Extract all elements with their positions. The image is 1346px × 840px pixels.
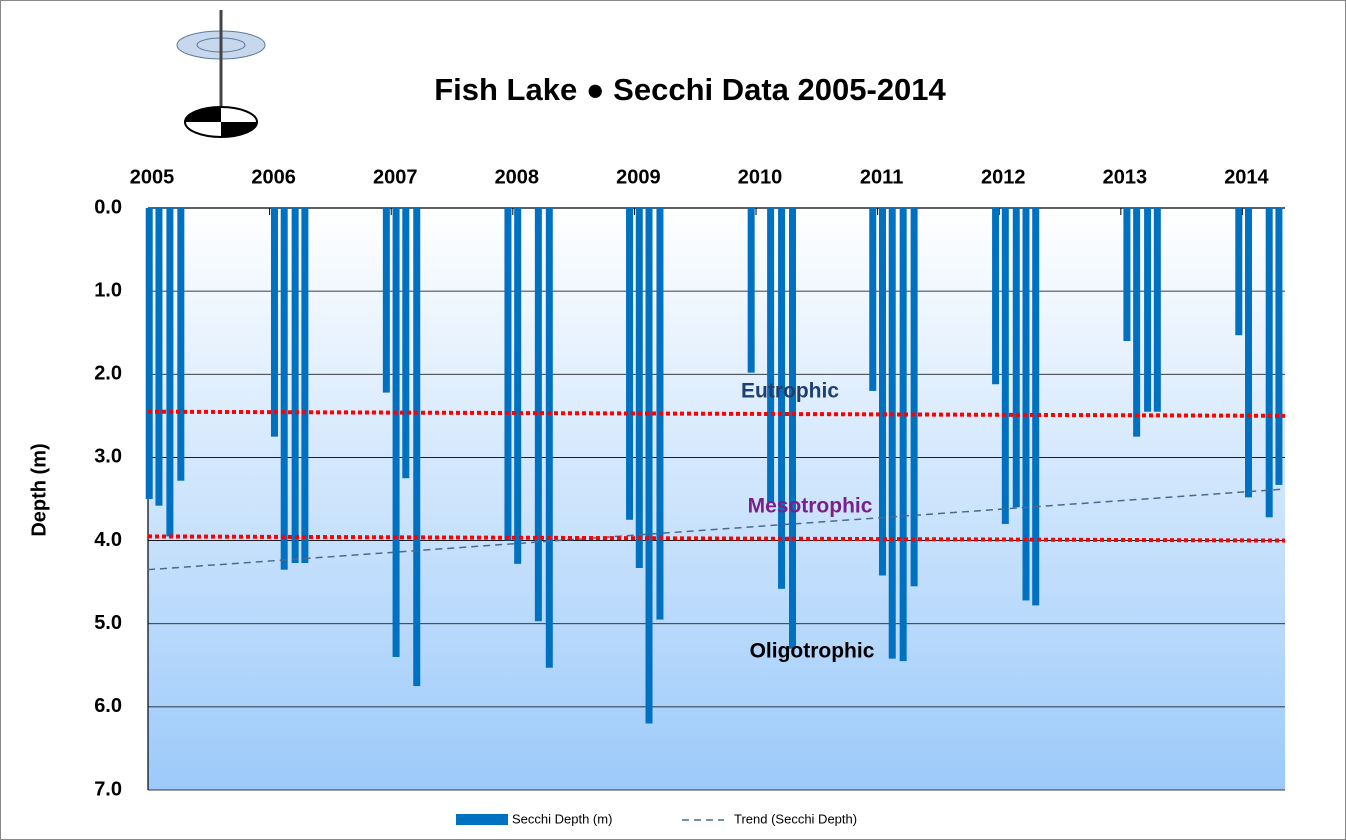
bar	[177, 208, 185, 481]
x-tick-label: 2010	[738, 166, 783, 188]
threshold-line	[147, 409, 1286, 418]
bar	[1265, 208, 1273, 518]
bar	[280, 208, 288, 570]
bar	[382, 208, 390, 393]
bar	[534, 208, 542, 622]
y-tick-label: 6.0	[94, 695, 122, 717]
bar	[1001, 208, 1009, 524]
zone-label: Mesotrophic	[748, 495, 873, 518]
x-tick-label: 2006	[251, 166, 296, 188]
y-tick-label: 2.0	[94, 363, 122, 385]
x-tick-label: 2012	[981, 166, 1026, 188]
y-tick-label: 1.0	[94, 279, 122, 301]
x-tick-label: 2011	[860, 166, 903, 188]
y-tick-label: 7.0	[94, 778, 122, 800]
zone-label: Oligotrophic	[750, 640, 875, 663]
bar	[413, 208, 421, 687]
bar	[145, 208, 153, 499]
y-tick-label: 3.0	[94, 446, 122, 468]
bar	[899, 208, 907, 662]
x-tick-label: 2005	[130, 166, 175, 188]
bar	[869, 208, 877, 391]
bar	[626, 208, 634, 520]
bar	[910, 208, 918, 587]
bar	[301, 208, 309, 564]
bar	[1012, 208, 1020, 508]
bar	[789, 208, 797, 649]
legend-label: Trend (Secchi Depth)	[734, 811, 857, 826]
bar	[1245, 208, 1253, 498]
bar	[1032, 208, 1040, 606]
bar	[1144, 208, 1152, 412]
bar	[767, 208, 775, 504]
bar	[402, 208, 410, 479]
y-tick-label: 0.0	[94, 196, 122, 218]
bar	[291, 208, 299, 564]
bar	[992, 208, 1000, 385]
x-tick-label: 2007	[373, 166, 418, 188]
threshold-line	[147, 534, 1286, 543]
bar	[392, 208, 400, 657]
plot-area	[148, 208, 1285, 790]
bar	[1235, 208, 1243, 336]
x-tick-label: 2013	[1103, 166, 1148, 188]
y-axis-label: Depth (m)	[28, 443, 50, 536]
bar	[747, 208, 755, 373]
bar	[270, 208, 278, 437]
bar	[155, 208, 163, 506]
bar	[1123, 208, 1131, 342]
x-tick-label: 2014	[1224, 166, 1269, 188]
bar	[1022, 208, 1030, 601]
bar	[1275, 208, 1283, 485]
bar	[645, 208, 653, 724]
bar	[1153, 208, 1161, 412]
x-tick-label: 2008	[495, 166, 540, 188]
bar	[504, 208, 512, 541]
x-tick-label: 2009	[616, 166, 661, 188]
trend-line	[147, 488, 1286, 571]
bar	[635, 208, 643, 569]
zone-label: Eutrophic	[741, 380, 839, 403]
y-tick-label: 5.0	[94, 612, 122, 634]
bar	[545, 208, 553, 668]
bar	[888, 208, 896, 659]
bar	[878, 208, 886, 576]
bar	[514, 208, 522, 564]
y-tick-label: 4.0	[94, 529, 122, 551]
chart-title: Fish Lake ● Secchi Data 2005-2014	[434, 72, 946, 107]
legend-swatch	[456, 814, 508, 825]
bar	[1133, 208, 1141, 437]
legend-label: Secchi Depth (m)	[512, 811, 612, 826]
bar	[778, 208, 786, 589]
bar	[166, 208, 174, 537]
secchi-icon	[176, 10, 266, 138]
